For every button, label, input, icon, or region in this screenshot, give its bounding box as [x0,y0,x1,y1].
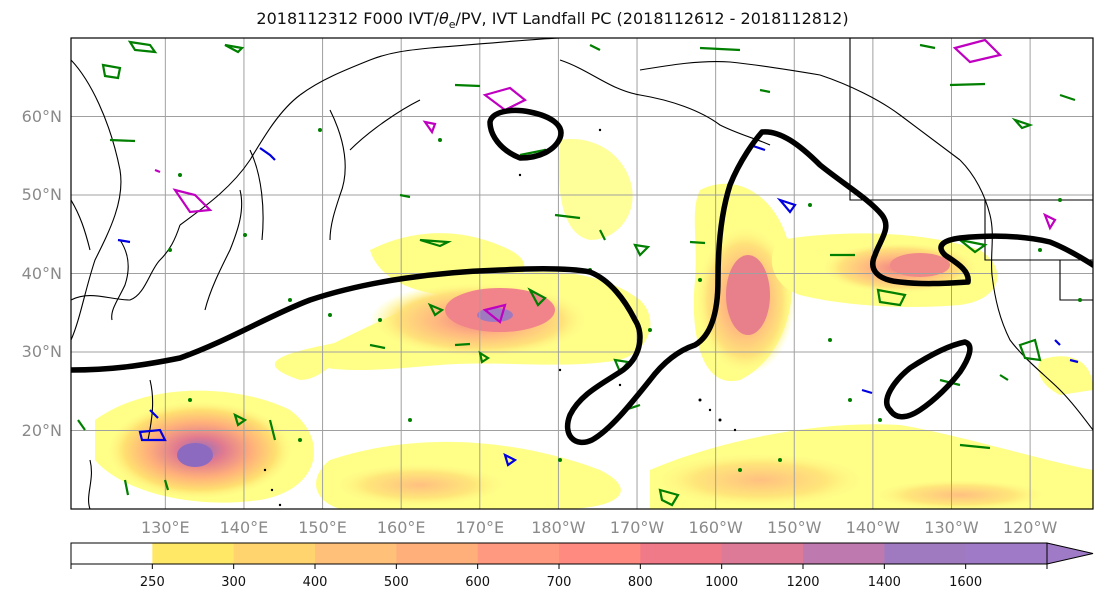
lon-label: 160°E [376,518,426,537]
lon-label: 180°W [531,518,586,537]
pv-dots [168,128,1082,472]
map-grid [71,38,1093,509]
colorbar-swatch [396,543,479,564]
colorbar-tick-label: 500 [383,575,409,590]
colorbar-swatch [477,543,560,564]
lon-label: 140°E [219,518,269,537]
colorbar-swatch [640,543,723,564]
colorbar-swatch [152,543,235,564]
colorbar-tick-label: 700 [546,575,572,590]
lon-label: 160°W [688,518,743,537]
lon-label: 130°W [924,518,979,537]
lon-label: 130°E [141,518,190,537]
colorbar-tick-label: 800 [627,575,653,590]
colorbar-swatch [721,543,804,564]
magenta-contours [154,38,1057,324]
lat-label: 30°N [21,342,62,361]
colorbar-tick-label: 400 [302,575,328,590]
colorbar-tick-label: 1600 [949,575,983,590]
lat-label: 60°N [21,106,62,126]
colorbar-tick-label: 1400 [867,575,901,590]
colorbar-tick-label: 1200 [786,575,820,590]
map-area [71,38,1093,509]
lat-label: 50°N [21,185,62,204]
map-frame [70,37,1094,510]
theta-e-contours [117,143,1079,467]
lon-label: 140°W [845,518,901,537]
lon-label: 170°E [455,518,505,537]
islands [263,128,737,507]
colorbar-swatch [233,543,316,564]
coastlines [71,38,1093,509]
colorbar-swatch [559,543,641,564]
ivt-pc-contours [71,107,1093,446]
lon-label: 170°W [609,518,665,537]
colorbar-swatch [884,543,967,564]
lat-label: 40°N [21,263,62,283]
lon-label: 150°W [767,518,822,537]
colorbar-tick-label: 300 [221,575,247,590]
colorbar-swatch [965,543,1048,564]
colorbar-swatch [803,543,885,564]
lon-label: 150°E [298,518,347,537]
figure-title: 2018112312 F000 IVT/θe/PV, IVT Landfall … [256,9,849,32]
lon-label: 120°W [1002,518,1058,537]
colorbar-tick-label: 600 [465,575,491,590]
colorbar [70,542,1094,569]
colorbar-tick-label: 250 [139,575,165,590]
colorbar-extend-arrow [1046,542,1094,565]
pv-contours [77,40,1076,507]
lat-label: 20°N [21,420,62,440]
colorbar-tick-label: 1000 [705,575,739,590]
colorbar-swatch [71,543,153,564]
colorbar-swatch [315,543,397,564]
